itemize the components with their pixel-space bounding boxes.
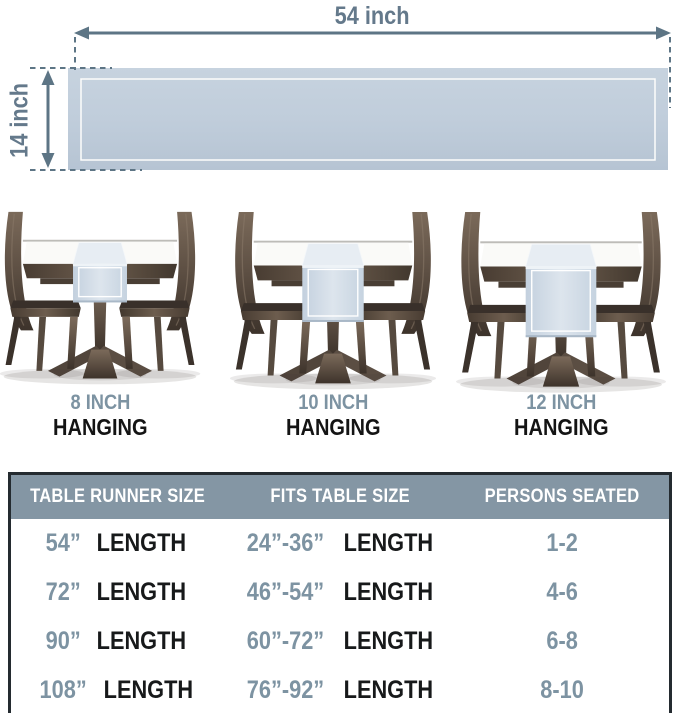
table-row: 72” LENGTH 46”-54” LENGTH 4-6 [9, 568, 671, 617]
fits-table-size-cell: 60”-72” LENGTH [224, 617, 456, 666]
illustration-10-inch-hanging: 10 INCH HANGING [224, 207, 442, 439]
persons-seated-cell: 8-10 [455, 666, 671, 713]
chair-right [348, 211, 437, 384]
illustration-8-inch-hanging: 8 INCH HANGING [0, 207, 206, 439]
hanging-label: HANGING [513, 413, 609, 440]
hanging-length-value: 8 INCH [70, 391, 130, 414]
column-header-persons-seated: PERSONS SEATED [455, 473, 671, 519]
width-arrow [74, 26, 671, 40]
width-dimension-label: 54 inch [335, 2, 410, 30]
chair-right [115, 211, 201, 379]
fits-table-size-cell: 76”-92” LENGTH [224, 666, 456, 713]
illustration-12-inch-hanging: 12 INCH HANGING [450, 207, 672, 439]
fits-table-size-cell: 24”-36” LENGTH [224, 519, 456, 568]
runner-size-cell: 108” LENGTH [9, 666, 225, 713]
runner-size-cell: 90” LENGTH [9, 617, 225, 666]
column-header-fits-table-size: FITS TABLE SIZE [224, 473, 456, 519]
chair-right [577, 212, 666, 387]
hanging-length-value: 10 INCH [297, 391, 369, 414]
runner-size-cell: 72” LENGTH [9, 568, 225, 617]
table-runner-drape [301, 243, 365, 322]
table-row: 90” LENGTH 60”-72” LENGTH 6-8 [9, 617, 671, 666]
table-row: 108” LENGTH 76”-92” LENGTH 8-10 [9, 666, 671, 713]
extension-dashed-lines [30, 37, 671, 171]
illustration-caption: 12 INCH HANGING [450, 391, 672, 440]
height-dimension-label: 14 inch [5, 83, 34, 158]
table-runner-drape [525, 243, 597, 338]
column-header-runner-size: TABLE RUNNER SIZE [9, 473, 225, 519]
persons-seated-cell: 4-6 [455, 568, 671, 617]
persons-seated-cell: 6-8 [455, 617, 671, 666]
dimension-diagram-graphic [30, 26, 671, 171]
chair-left [229, 211, 318, 384]
hanging-length-value: 12 INCH [525, 391, 597, 414]
hanging-label: HANGING [285, 413, 381, 440]
illustration-caption: 10 INCH HANGING [224, 391, 442, 440]
illustration-caption: 8 INCH HANGING [0, 391, 206, 440]
runner-size-cell: 54” LENGTH [9, 519, 225, 568]
runner-dimensions-diagram: 54 inch 14 inch [0, 0, 679, 205]
hanging-label: HANGING [52, 413, 148, 440]
table-runner-drape [72, 242, 128, 303]
dining-table-scene [229, 211, 437, 390]
dining-table-scene [456, 212, 666, 393]
dining-table-scene [0, 211, 201, 385]
fits-table-size-cell: 46”-54” LENGTH [224, 568, 456, 617]
size-chart-table: TABLE RUNNER SIZE FITS TABLE SIZE PERSON… [8, 472, 672, 713]
size-chart-header: TABLE RUNNER SIZE FITS TABLE SIZE PERSON… [9, 473, 671, 519]
height-arrow [41, 70, 55, 168]
persons-seated-cell: 1-2 [455, 519, 671, 568]
chair-left [456, 212, 545, 387]
table-row: 54” LENGTH 24”-36” LENGTH 1-2 [9, 519, 671, 568]
runner-swatch [68, 68, 668, 170]
chair-left [0, 211, 85, 379]
